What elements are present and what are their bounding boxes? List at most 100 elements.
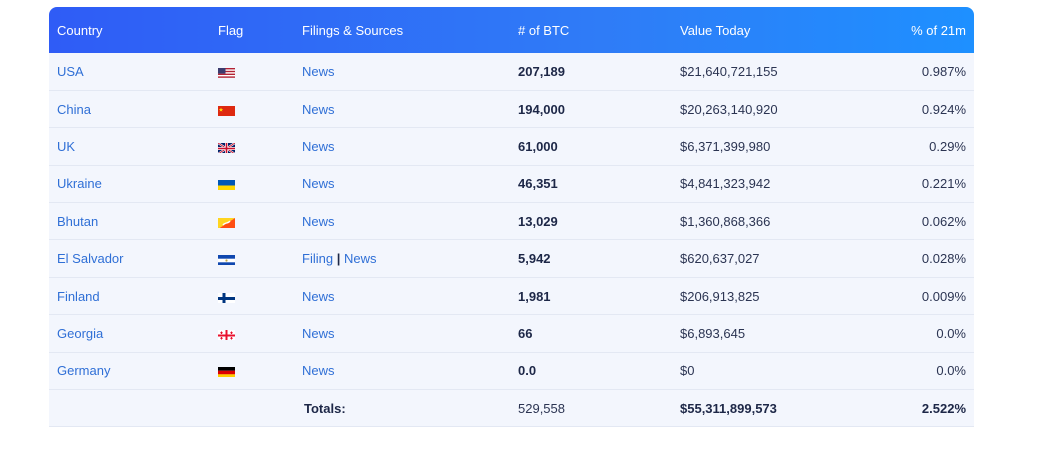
sources-cell: News: [294, 128, 510, 165]
pct-of-21m: 0.987%: [921, 63, 966, 79]
uk-flag-icon: [218, 142, 235, 154]
source-link-news[interactable]: News: [302, 63, 335, 79]
table-row: Germany News 0.0 $0 0.0%: [49, 352, 974, 390]
country-name[interactable]: Finland: [57, 288, 100, 304]
country-name[interactable]: UK: [57, 138, 76, 154]
btc-amount: 66: [518, 325, 533, 341]
table-row: Bhutan News 13,029 $1,360,868,366 0.062%: [49, 202, 974, 240]
source-link-filing[interactable]: Filing: [302, 251, 334, 267]
totals-label-text: Totals:: [304, 400, 346, 416]
sources-cell: News: [294, 90, 510, 127]
source-link-news[interactable]: News: [302, 101, 335, 117]
sources-cell: News: [294, 165, 510, 202]
source-link-news[interactable]: News: [343, 251, 377, 267]
pct-of-21m: 0.0%: [936, 363, 966, 379]
sv-flag-icon: [218, 254, 235, 266]
totals-row: Totals: 529,558 $55,311,899,573 2.522%: [49, 389, 974, 427]
bt-flag-icon: [218, 217, 235, 228]
source-link-news[interactable]: News: [302, 176, 335, 192]
country-name[interactable]: El Salvador: [57, 251, 124, 267]
flag-cell: [210, 53, 294, 90]
sources-cell: News: [294, 277, 510, 314]
value-today: $6,893,645: [680, 325, 746, 341]
pct-of-21m: 0.009%: [921, 288, 966, 304]
cn-flag-icon: [218, 105, 235, 116]
totals-empty-cell: [49, 390, 210, 427]
table-row: El Salvador Filing | News 5,942 $620,637…: [49, 239, 974, 278]
value-today: $620,637,027: [680, 251, 760, 267]
flag-cell: [210, 315, 294, 352]
header-flag[interactable]: Flag: [218, 22, 244, 38]
ge-flag-icon: [218, 329, 235, 340]
flag-cell: [210, 277, 294, 314]
us-flag-icon: [218, 67, 235, 78]
pct-of-21m: 0.028%: [921, 251, 966, 267]
separator: |: [336, 251, 341, 267]
value-today: $20,263,140,920: [680, 101, 778, 117]
btc-amount: 1,981: [518, 288, 551, 304]
sources-cell: News: [294, 352, 510, 389]
sources-cell: News: [294, 53, 510, 90]
table-row: USA News 207,189 $21,640,721,155 0.987%: [49, 53, 974, 91]
country-name[interactable]: Georgia: [57, 325, 104, 341]
source-link-news[interactable]: News: [302, 213, 335, 229]
sources-cell: News: [294, 203, 510, 240]
header-value[interactable]: Value Today: [680, 22, 751, 38]
totals-pct: 2.522%: [921, 400, 966, 416]
value-today: $0: [680, 363, 695, 379]
pct-of-21m: 0.221%: [921, 176, 966, 192]
table-row: Ukraine News 46,351 $4,841,323,942 0.221…: [49, 165, 974, 203]
country-name[interactable]: Ukraine: [57, 176, 102, 192]
totals-value: $55,311,899,573: [680, 400, 777, 416]
flag-cell: [210, 240, 294, 277]
ua-flag-icon: [218, 179, 235, 191]
header-country[interactable]: Country: [57, 22, 103, 38]
source-link-news[interactable]: News: [302, 288, 335, 304]
table-row: Finland News 1,981 $206,913,825 0.009%: [49, 277, 974, 315]
value-today: $6,371,399,980: [680, 138, 771, 154]
btc-amount: 61,000: [518, 138, 558, 154]
btc-amount: 13,029: [518, 213, 558, 229]
country-name[interactable]: China: [57, 101, 91, 117]
table-header: Country Flag Filings & Sources # of BTC …: [49, 7, 974, 53]
sources-cell: Filing | News: [294, 240, 510, 277]
de-flag-icon: [218, 366, 235, 378]
value-today: $21,640,721,155: [680, 63, 778, 79]
btc-amount: 207,189: [518, 63, 565, 79]
source-link-news[interactable]: News: [302, 363, 335, 379]
table-row: China News 194,000 $20,263,140,920 0.924…: [49, 90, 974, 128]
flag-cell: [210, 128, 294, 165]
btc-holdings-table: Country Flag Filings & Sources # of BTC …: [49, 7, 974, 427]
btc-amount: 46,351: [518, 176, 558, 192]
totals-btc: 529,558: [518, 400, 565, 416]
country-name[interactable]: Germany: [57, 363, 111, 379]
pct-of-21m: 0.062%: [921, 213, 966, 229]
flag-cell: [210, 203, 294, 240]
value-today: $4,841,323,942: [680, 176, 771, 192]
flag-cell: [210, 90, 294, 127]
btc-amount: 0.0: [518, 363, 537, 379]
value-today: $1,360,868,366: [680, 213, 771, 229]
table-row: Georgia News 66 $6,893,645 0.0%: [49, 314, 974, 353]
btc-holdings-table-container: Country Flag Filings & Sources # of BTC …: [49, 7, 974, 427]
totals-label: Totals:: [294, 390, 510, 427]
source-link-news[interactable]: News: [302, 138, 335, 154]
sources-cell: News: [294, 315, 510, 352]
pct-of-21m: 0.29%: [929, 138, 966, 154]
table-row: UK News 61,000 $6,371,399,980 0.29%: [49, 127, 974, 166]
country-name[interactable]: USA: [57, 63, 84, 79]
header-filings[interactable]: Filings & Sources: [302, 22, 404, 38]
btc-amount: 194,000: [518, 101, 565, 117]
country-name[interactable]: Bhutan: [57, 213, 99, 229]
header-btc[interactable]: # of BTC: [518, 22, 570, 38]
flag-cell: [210, 165, 294, 202]
btc-amount: 5,942: [518, 251, 551, 267]
source-link-news[interactable]: News: [302, 325, 335, 341]
value-today: $206,913,825: [680, 288, 760, 304]
fi-flag-icon: [218, 292, 235, 303]
pct-of-21m: 0.924%: [921, 101, 966, 117]
header-pct[interactable]: % of 21m: [911, 22, 966, 38]
table-body: USA News 207,189 $21,640,721,155 0.987% …: [49, 53, 974, 427]
pct-of-21m: 0.0%: [936, 325, 966, 341]
totals-empty-cell: [210, 390, 294, 427]
